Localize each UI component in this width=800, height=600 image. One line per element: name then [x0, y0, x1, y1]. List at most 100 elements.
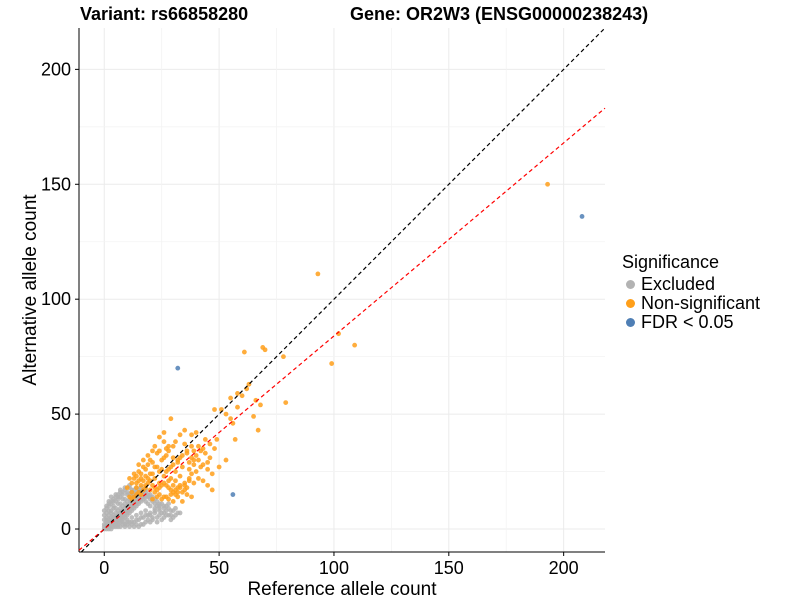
reference-lines: [78, 27, 606, 553]
point-non-significant: [134, 473, 139, 479]
point-non-significant: [136, 478, 142, 484]
legend-item-non-significant: Non-significant: [622, 293, 760, 313]
point-non-significant: [138, 482, 144, 488]
point-non-significant: [545, 181, 550, 187]
point-non-significant: [170, 462, 176, 468]
point-non-significant: [352, 342, 358, 348]
point-non-significant: [168, 476, 174, 481]
point-non-significant: [196, 443, 201, 449]
point-non-significant: [161, 430, 167, 435]
point-excluded: [129, 515, 135, 520]
point-non-significant: [281, 354, 286, 360]
point-excluded: [166, 501, 171, 507]
point-non-significant: [196, 457, 201, 463]
x-tick-label: 150: [434, 558, 464, 578]
x-axis-label: Reference allele count: [247, 579, 437, 600]
x-tick-label: 0: [99, 558, 109, 578]
point-non-significant: [193, 453, 199, 458]
point-non-significant: [212, 407, 217, 412]
legend-label-fdr: FDR < 0.05: [641, 312, 734, 332]
point-non-significant: [186, 466, 192, 472]
point-non-significant: [154, 494, 160, 500]
point-non-significant: [170, 455, 176, 461]
point-excluded: [134, 517, 139, 523]
point-non-significant: [166, 443, 171, 449]
point-excluded: [154, 515, 160, 520]
point-non-significant: [179, 453, 185, 458]
point-non-significant: [239, 393, 245, 399]
point-non-significant: [193, 430, 199, 435]
legend-title: Significance: [622, 252, 720, 272]
point-non-significant: [212, 446, 217, 451]
point-non-significant: [145, 462, 151, 468]
point-non-significant: [191, 462, 197, 468]
point-excluded: [129, 519, 135, 525]
point-non-significant: [170, 499, 176, 504]
point-non-significant: [193, 469, 199, 474]
point-non-significant: [262, 347, 268, 353]
point-non-significant: [182, 487, 188, 493]
y-axis-label: Alternative allele count: [20, 194, 41, 386]
legend-dot-excluded: [626, 280, 635, 289]
point-non-significant: [251, 414, 256, 419]
point-non-significant: [161, 439, 167, 445]
point-excluded: [150, 515, 155, 520]
point-excluded: [163, 512, 169, 518]
point-non-significant: [161, 455, 167, 461]
point-excluded: [124, 522, 130, 527]
y-tick-label: 200: [41, 59, 71, 79]
point-excluded: [159, 510, 165, 516]
point-excluded: [159, 517, 165, 523]
x-tick-label: 200: [549, 558, 579, 578]
point-non-significant: [283, 400, 289, 406]
point-non-significant: [189, 494, 194, 500]
point-non-significant: [145, 453, 151, 458]
point-excluded: [147, 510, 153, 516]
point-non-significant: [189, 455, 194, 461]
point-non-significant: [205, 466, 211, 472]
point-excluded: [108, 494, 114, 500]
point-excluded: [106, 499, 112, 504]
axes: [75, 28, 605, 556]
point-non-significant: [235, 404, 240, 410]
point-non-significant: [127, 476, 132, 481]
point-non-significant: [255, 427, 261, 433]
point-excluded: [168, 512, 174, 518]
variant-title: Variant: rs66858280: [80, 4, 249, 24]
point-non-significant: [168, 492, 174, 497]
y-tick-label: 150: [41, 174, 71, 194]
point-non-significant: [177, 485, 183, 491]
point-excluded: [104, 519, 109, 525]
legend-item-excluded: Excluded: [622, 274, 760, 294]
point-non-significant: [129, 489, 135, 495]
point-non-significant: [186, 478, 192, 484]
point-excluded: [124, 489, 130, 495]
point-non-significant: [170, 482, 176, 488]
point-non-significant: [156, 448, 162, 454]
point-excluded: [143, 512, 149, 518]
point-non-significant: [143, 466, 149, 472]
point-non-significant: [209, 471, 215, 477]
point-non-significant: [202, 436, 208, 442]
point-non-significant: [163, 494, 169, 500]
point-non-significant: [175, 457, 181, 463]
point-non-significant: [235, 391, 240, 396]
point-non-significant: [223, 457, 229, 463]
data-points: [101, 181, 585, 532]
point-excluded: [106, 526, 112, 532]
point-non-significant: [159, 496, 165, 502]
point-non-significant: [184, 492, 190, 497]
y-tick-label: 100: [41, 289, 71, 309]
identity-line: [80, 27, 606, 553]
y-tick-label: 0: [61, 519, 71, 539]
point-non-significant: [196, 476, 201, 481]
point-excluded: [145, 517, 151, 523]
point-non-significant: [228, 416, 233, 422]
point-non-significant: [200, 478, 206, 484]
point-non-significant: [228, 395, 233, 401]
point-excluded: [177, 510, 183, 516]
point-non-significant: [150, 448, 155, 454]
point-non-significant: [129, 480, 135, 486]
point-excluded: [138, 510, 144, 516]
point-non-significant: [329, 361, 335, 366]
